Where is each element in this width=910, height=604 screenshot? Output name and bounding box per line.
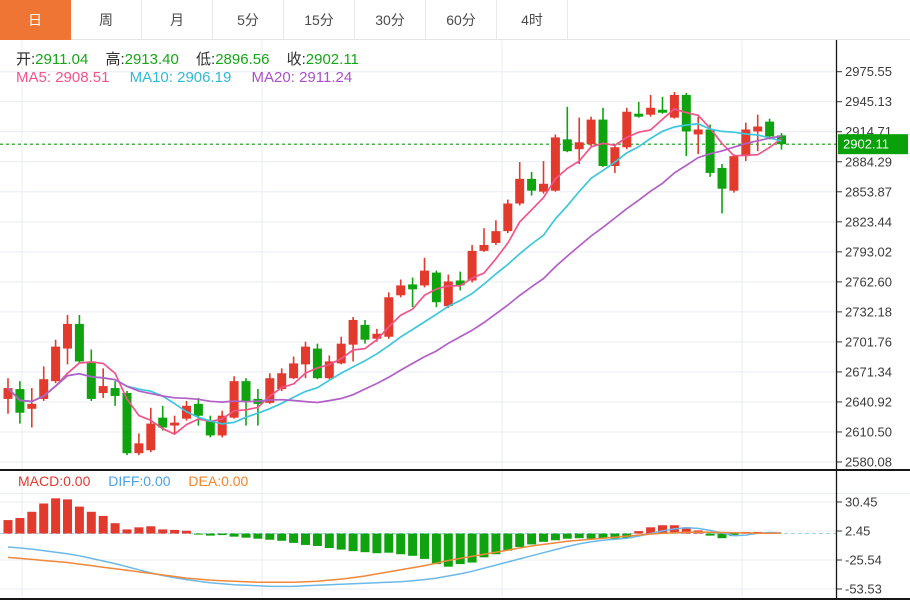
timeframe-tabbar: 日 周 月 5分 15分 30分 60分 4时	[0, 0, 910, 40]
current-price-tag: 2902.11	[838, 134, 908, 155]
svg-text:2793.02: 2793.02	[845, 244, 892, 259]
tab-30min[interactable]: 30分	[355, 0, 426, 40]
ma10-readout: MA10: 2906.19	[129, 69, 232, 86]
svg-text:2762.60: 2762.60	[845, 274, 892, 289]
svg-text:2823.44: 2823.44	[845, 214, 892, 229]
tab-4hour[interactable]: 4时	[497, 0, 568, 40]
tab-month[interactable]: 月	[142, 0, 213, 40]
candles	[3, 91, 786, 456]
svg-text:30.45: 30.45	[845, 495, 878, 510]
ma-readout: MA5: 2908.51 MA10: 2906.19 MA20: 2911.24	[16, 69, 352, 86]
tab-day[interactable]: 日	[0, 0, 71, 40]
macd-value-readout: MACD:0.00	[18, 473, 91, 489]
svg-text:2945.13: 2945.13	[845, 94, 892, 109]
svg-text:-25.54: -25.54	[845, 552, 882, 567]
ma-lines	[7, 107, 783, 436]
low-label: 低:	[196, 51, 216, 68]
ma10-line	[7, 122, 782, 425]
svg-text:2732.18: 2732.18	[845, 304, 892, 319]
low-value: 2896.56	[215, 51, 270, 68]
high-label: 高:	[105, 51, 125, 68]
svg-text:2975.55: 2975.55	[845, 64, 892, 79]
open-value: 2911.04	[35, 51, 89, 68]
close-value: 2902.11	[305, 51, 359, 68]
tab-5min[interactable]: 5分	[213, 0, 284, 40]
dea-line	[7, 531, 782, 583]
svg-text:2610.50: 2610.50	[845, 424, 892, 439]
tab-week[interactable]: 周	[71, 0, 142, 40]
diff-value-readout: DIFF:0.00	[108, 473, 171, 489]
tab-15min[interactable]: 15分	[284, 0, 355, 40]
svg-text:2.45: 2.45	[845, 524, 870, 539]
svg-text:2884.29: 2884.29	[845, 154, 892, 169]
svg-text:2640.92: 2640.92	[845, 394, 892, 409]
macd-readout: MACD:0.00 DIFF:0.00 DEA:0.00	[18, 473, 248, 489]
svg-text:2580.08: 2580.08	[845, 455, 892, 470]
gridlines	[0, 41, 910, 598]
close-label: 收:	[286, 51, 306, 68]
svg-text:2902.11: 2902.11	[843, 137, 889, 152]
macd-pane	[0, 498, 836, 588]
ma20-readout: MA20: 2911.24	[251, 69, 353, 86]
ma5-readout: MA5: 2908.51	[16, 69, 110, 86]
svg-text:2701.76: 2701.76	[845, 334, 892, 349]
panel-borders	[0, 40, 910, 600]
svg-text:2671.34: 2671.34	[845, 364, 892, 379]
svg-text:-53.53: -53.53	[845, 581, 882, 596]
high-value: 2913.40	[124, 51, 179, 68]
ma5-line	[7, 107, 783, 436]
dea-value-readout: DEA:0.00	[188, 473, 249, 489]
open-label: 开:	[16, 51, 36, 68]
ma20-line	[7, 135, 782, 404]
ohlc-readout: 开:2911.04 高:2913.40 低:2896.56 收:2902.11	[16, 48, 372, 69]
svg-text:2853.87: 2853.87	[845, 184, 892, 199]
diff-line	[7, 527, 782, 588]
tab-60min[interactable]: 60分	[426, 0, 497, 40]
